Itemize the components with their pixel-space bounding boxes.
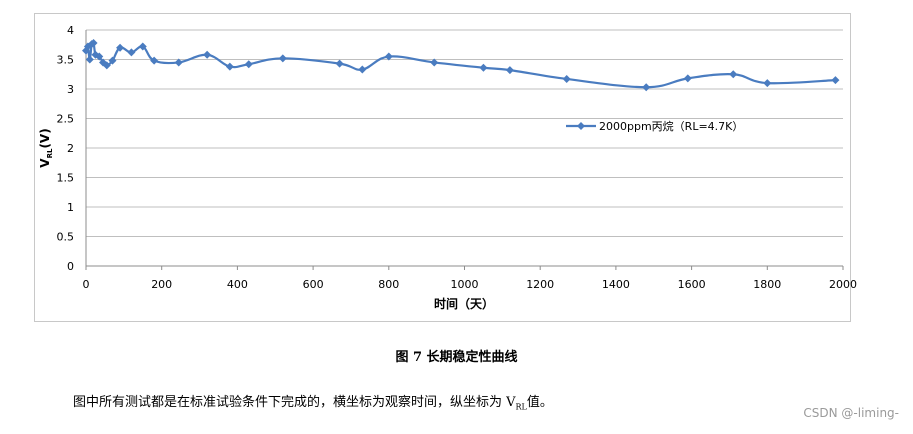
y-axis-title: VRL(V) [38, 128, 54, 167]
x-tick-label: 800 [378, 278, 399, 291]
data-point-marker [85, 55, 94, 64]
data-point-marker [335, 59, 344, 68]
x-tick-label: 1400 [602, 278, 630, 291]
x-tick-label: 1200 [526, 278, 554, 291]
data-point-marker [729, 70, 738, 79]
data-point-marker [763, 79, 772, 88]
y-tick-label: 0 [67, 260, 74, 273]
y-tick-label: 4 [67, 24, 74, 37]
data-point-marker [95, 52, 104, 61]
data-point-marker [108, 56, 117, 65]
y-tick-label: 3 [67, 83, 74, 96]
x-tick-label: 200 [151, 278, 172, 291]
series-line [84, 40, 836, 89]
data-point-marker [225, 62, 234, 71]
data-point-marker [244, 60, 253, 69]
x-tick-label: 1000 [451, 278, 479, 291]
x-tick-label: 2000 [829, 278, 857, 291]
data-point-marker [174, 58, 183, 67]
data-point-marker [116, 43, 125, 52]
y-tick-labels: 0 0.5 1 1.5 2 2.5 3 3.5 4 [57, 24, 75, 273]
x-tick-label: 1800 [753, 278, 781, 291]
y-tick-label: 3.5 [57, 54, 75, 67]
note-subscript: RL [515, 402, 527, 412]
legend: 2000ppm丙烷（RL=4.7K） [566, 119, 743, 133]
data-point-marker [127, 48, 136, 57]
series-layer [82, 38, 840, 92]
data-point-marker [203, 50, 212, 59]
data-point-marker [430, 58, 439, 67]
y-tick-label: 2 [67, 142, 74, 155]
data-point-marker [102, 61, 111, 70]
x-tick-label: 600 [303, 278, 324, 291]
data-point-marker [138, 42, 147, 51]
data-point-marker [358, 65, 367, 74]
figure-note: 图中所有测试都是在标准试验条件下完成的，横坐标为观察时间，纵坐标为 VRL值。 [73, 391, 553, 412]
chart-frame [34, 13, 851, 322]
x-tick-label: 0 [83, 278, 90, 291]
y-axis-title-unit: (V) [38, 128, 52, 148]
y-tick-label: 0.5 [57, 231, 75, 244]
note-text-end: 值。 [526, 395, 553, 410]
y-tick-label: 2.5 [57, 113, 75, 126]
data-point-marker [831, 76, 840, 85]
data-point-marker [683, 74, 692, 83]
data-point-marker [642, 83, 651, 92]
data-point-marker [562, 74, 571, 83]
watermark: CSDN @-liming- [803, 406, 899, 420]
x-tick-label: 1600 [678, 278, 706, 291]
data-point-marker [384, 52, 393, 61]
x-tick-labels: 0 200 400 600 800 1000 1200 1400 1600 1800 2000 [83, 278, 858, 291]
data-point-marker [479, 63, 488, 72]
legend-label: 2000ppm丙烷（RL=4.7K） [599, 119, 743, 133]
data-point-marker [278, 54, 287, 63]
x-axis-title: 时间（天） [434, 296, 494, 311]
legend-swatch-marker [577, 122, 585, 130]
y-tick-label: 1 [67, 201, 74, 214]
y-axis-title-main: V [38, 158, 52, 168]
data-point-marker [150, 56, 159, 65]
data-point-marker [505, 66, 514, 75]
note-text: 图中所有测试都是在标准试验条件下完成的，横坐标为观察时间，纵坐标为 V [73, 395, 516, 410]
gridlines [85, 29, 844, 270]
y-axis-title-sub: RL [46, 148, 54, 158]
data-point-marker [89, 38, 98, 47]
figure-caption: 图 7 长期稳定性曲线 [395, 350, 518, 365]
y-tick-label: 1.5 [57, 172, 75, 185]
x-tick-label: 400 [227, 278, 248, 291]
